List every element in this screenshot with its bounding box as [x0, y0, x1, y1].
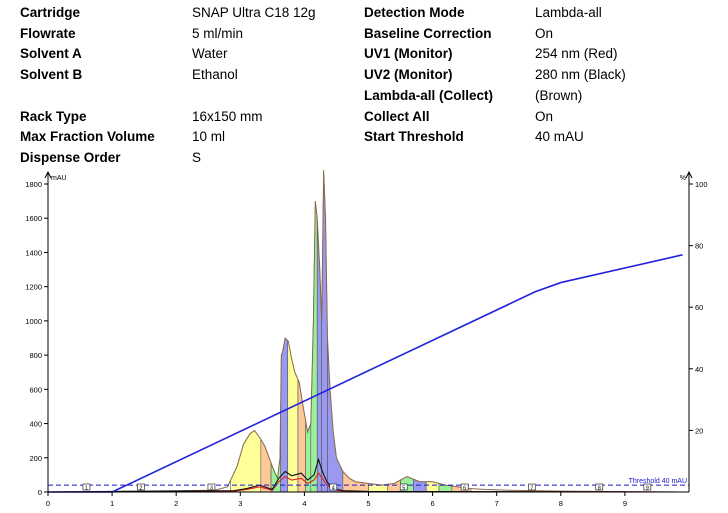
y-right-arrow: [685, 170, 693, 179]
y-right-tick-label-60: 60: [695, 303, 703, 312]
x-tick-label-8: 8: [559, 499, 563, 508]
fraction-band-11: [327, 337, 344, 493]
y-left-unit-label: mAU: [51, 175, 67, 182]
rack-marker-5: [399, 483, 408, 491]
y-left-tick-label-400: 400: [29, 420, 42, 429]
param-value-solvent-b: Ethanol: [192, 67, 238, 82]
rack-marker-3: [207, 483, 216, 491]
chart-axes: 0 1 2 3 4 5 6 7 8 9 0 200 400 600 800 1000 1200 1400 1600 1…: [25, 170, 708, 508]
param-value-uv1-monitor: 254 nm (Red): [535, 46, 618, 61]
param-label-collect-all: Collect All: [364, 109, 430, 124]
rack-marker-6: [460, 483, 469, 491]
param-value-uv2-monitor: 280 nm (Black): [535, 67, 626, 82]
param-label-solvent-b: Solvent B: [20, 67, 83, 82]
gradient-line: [48, 254, 683, 493]
chromatogram-chart: 0 1 2 3 4 5 6 7 8 9 0 200 400 600 800 1000 1200 1400 1600 1…: [25, 170, 708, 508]
param-value-flowrate: 5 ml/min: [192, 26, 244, 41]
fraction-band-8: [310, 201, 318, 493]
y-left-arrow: [44, 170, 52, 179]
param-label-baseline-correction: Baseline Correction: [364, 26, 492, 41]
y-right-tick-label-20: 20: [695, 426, 703, 435]
param-label-uv2-monitor: UV2 (Monitor): [364, 67, 453, 82]
param-value-cartridge: SNAP Ultra C18 12g: [192, 5, 316, 20]
x-tick-label-0: 0: [46, 499, 50, 508]
param-label-uv1-monitor: UV1 (Monitor): [364, 46, 453, 61]
y-left-tick-label-1200: 1200: [25, 283, 42, 292]
rack-marker-9: [643, 483, 652, 491]
rack-marker-4: [329, 483, 338, 491]
param-label-cartridge: Cartridge: [20, 5, 81, 20]
x-tick-label-3: 3: [238, 499, 242, 508]
threshold-label: Threshold 40 mAU: [629, 478, 687, 485]
rack-marker-label-7: 7: [530, 485, 533, 491]
fraction-band-14: [387, 479, 401, 493]
param-value-lambda-all-collect: (Brown): [535, 88, 583, 103]
param-value-dispense-order: S: [192, 150, 202, 165]
x-tick-label-2: 2: [174, 499, 178, 508]
rack-marker-label-3: 3: [210, 485, 213, 491]
param-value-max-fraction-volume: 10 ml: [192, 129, 226, 144]
rack-markers: 1 2 3 4 5 6 7 8 9: [82, 483, 652, 491]
rack-marker-label-4: 4: [332, 485, 335, 491]
gradient-trace: [48, 254, 683, 493]
x-tick-label-9: 9: [623, 499, 627, 508]
param-value-rack-type: 16x150 mm: [192, 109, 263, 124]
rack-marker-label-2: 2: [139, 485, 142, 491]
y-right-tick-label-100: 100: [695, 180, 708, 189]
param-label-max-fraction-volume: Max Fraction Volume: [20, 129, 155, 144]
rack-marker-label-8: 8: [598, 485, 601, 491]
threshold-group: Threshold 40 mAU: [48, 478, 689, 486]
y-left-tick-label-600: 600: [29, 385, 42, 394]
rack-marker-7: [528, 483, 536, 491]
param-label-solvent-a: Solvent A: [20, 46, 82, 61]
param-value-solvent-a: Water: [192, 46, 228, 61]
lambda-all-trace: [47, 170, 683, 493]
rack-marker-label-5: 5: [402, 485, 405, 491]
fraction-bands: [230, 170, 472, 493]
param-label-detection-mode: Detection Mode: [364, 5, 465, 20]
param-label-flowrate: Flowrate: [20, 26, 76, 41]
x-tick-label-6: 6: [431, 499, 435, 508]
x-tick-label-5: 5: [366, 499, 370, 508]
rack-marker-8: [595, 483, 604, 491]
lambda-all-line: [47, 170, 683, 493]
param-label-lambda-all-collect: Lambda-all (Collect): [364, 88, 494, 103]
param-value-baseline-correction: On: [535, 26, 554, 41]
param-value-collect-all: On: [535, 109, 554, 124]
y-right-tick-label-40: 40: [695, 365, 703, 374]
fraction-band-2: [260, 438, 272, 493]
y-left-tick-label-1000: 1000: [25, 317, 42, 326]
y-left-tick-label-200: 200: [29, 454, 42, 463]
x-tick-label-7: 7: [495, 499, 499, 508]
y-left-tick-label-0: 0: [38, 488, 42, 497]
rack-marker-label-9: 9: [646, 485, 649, 491]
param-label-dispense-order: Dispense Order: [20, 150, 121, 165]
y-right-tick-label-80: 80: [695, 242, 703, 251]
param-value-start-threshold: 40 mAU: [535, 129, 584, 144]
y-left-tick-label-1600: 1600: [25, 214, 42, 223]
y-left-tick-label-1400: 1400: [25, 248, 42, 257]
x-tick-label-4: 4: [302, 499, 306, 508]
fraction-band-3: [270, 406, 281, 493]
param-value-detection-mode: Lambda-all: [535, 5, 602, 20]
rack-marker-label-1: 1: [85, 485, 88, 491]
x-tick-label-1: 1: [110, 499, 114, 508]
rack-marker-label-6: 6: [463, 485, 466, 491]
y-left-tick-label-800: 800: [29, 351, 42, 360]
y-left-tick-label-1800: 1800: [25, 180, 42, 189]
param-label-start-threshold: Start Threshold: [364, 129, 464, 144]
param-label-rack-type: Rack Type: [20, 109, 87, 124]
y-right-unit-label: %: [680, 175, 686, 182]
rack-marker-1: [82, 483, 91, 491]
rack-marker-2: [137, 483, 145, 491]
run-parameters: Cartridge SNAP Ultra C18 12g Flowrate 5 …: [0, 0, 728, 170]
